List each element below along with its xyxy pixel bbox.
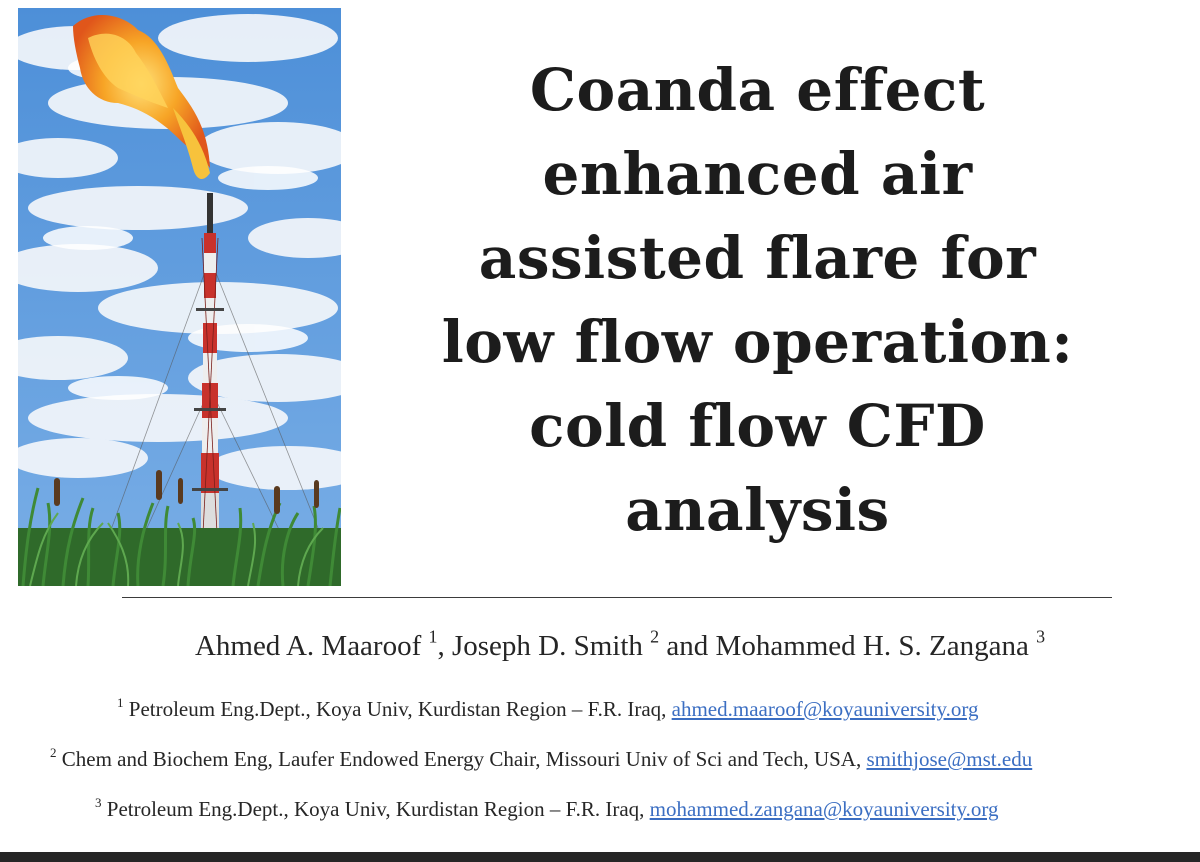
affiliation-number: 3 — [95, 794, 102, 810]
author-affiliation-number: 3 — [1036, 626, 1046, 647]
author-affiliation-number: 1 — [428, 626, 438, 647]
flare-stack-photo — [18, 8, 341, 586]
author-list: Ahmed A. Maaroof 1, Joseph D. Smith 2 an… — [0, 627, 1200, 663]
author-separator: and — [659, 630, 716, 662]
affiliation-number: 2 — [50, 744, 57, 760]
title-divider — [122, 597, 1112, 598]
email-link[interactable]: mohammed.zangana@koyauniversity.org — [649, 797, 999, 821]
title-line: analysis — [625, 476, 890, 544]
author-name: Joseph D. Smith — [451, 630, 643, 662]
flare-photo-icon — [18, 8, 341, 586]
author-name: Mohammed H. S. Zangana — [715, 630, 1029, 662]
affiliation-1: 1 Petroleum Eng.Dept., Koya Univ, Kurdis… — [117, 694, 979, 722]
author-affiliation-number: 2 — [650, 626, 660, 647]
affiliation-text: Chem and Biochem Eng, Laufer Endowed Ene… — [61, 747, 862, 771]
title-line: cold flow CFD — [529, 392, 986, 460]
author-name: Ahmed A. Maaroof — [194, 630, 422, 662]
affiliation-text: Petroleum Eng.Dept., Koya Univ, Kurdista… — [128, 697, 667, 721]
flame-icon — [73, 14, 210, 180]
bottom-edge-bar — [0, 852, 1200, 862]
author-separator: , — [437, 630, 452, 662]
affiliation-3: 3 Petroleum Eng.Dept., Koya Univ, Kurdis… — [95, 794, 999, 822]
flare-tower-icon — [192, 193, 228, 554]
grass-icon — [18, 470, 341, 586]
slide-title: Coanda effect enhanced air assisted flar… — [395, 48, 1120, 552]
affiliation-text: Petroleum Eng.Dept., Koya Univ, Kurdista… — [106, 797, 645, 821]
title-line: enhanced air — [542, 140, 973, 208]
affiliation-2: 2 Chem and Biochem Eng, Laufer Endowed E… — [50, 744, 1033, 772]
title-line: low flow operation: — [441, 308, 1074, 376]
title-line: Coanda effect — [529, 56, 986, 124]
email-link[interactable]: smithjose@mst.edu — [866, 747, 1033, 771]
title-line: assisted flare for — [478, 224, 1037, 292]
email-link[interactable]: ahmed.maaroof@koyauniversity.org — [671, 697, 979, 721]
affiliation-number: 1 — [117, 694, 124, 710]
